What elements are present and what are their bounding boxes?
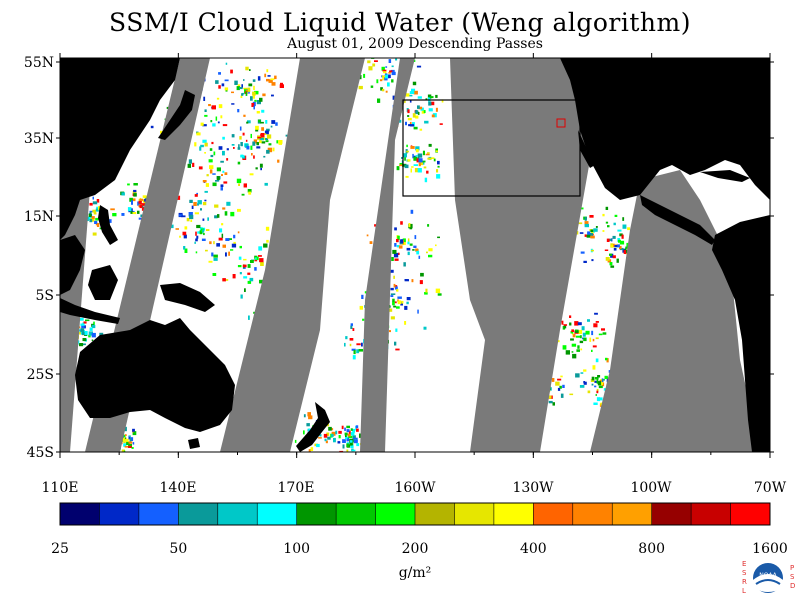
central-america-landmass: [640, 195, 715, 245]
colorbar-swatch: [217, 503, 258, 525]
colorbar-swatch: [257, 503, 298, 525]
indochina-landmass: [60, 235, 85, 295]
logo-noaa-text: NOAA: [759, 572, 777, 579]
caribbean-islands: [700, 170, 750, 182]
baja-landmass: [578, 130, 595, 168]
colorbar-swatch: [296, 503, 337, 525]
south-america-landmass: [712, 215, 770, 452]
indonesia-landmass: [60, 298, 120, 324]
colorbar-swatch: [572, 503, 613, 525]
colorbar-swatch: [691, 503, 732, 525]
colorbar-swatch: [651, 503, 692, 525]
svg-text:S: S: [790, 573, 795, 581]
lat-label: 25S: [27, 367, 54, 383]
australia-landmass: [75, 318, 235, 432]
svg-text:R: R: [742, 578, 747, 586]
svg-text:L: L: [742, 587, 746, 595]
colorbar-swatch: [60, 503, 100, 525]
colorbar-tick-label: 200: [402, 541, 429, 557]
colorbar-swatch: [415, 503, 455, 525]
lat-label: 15N: [24, 209, 54, 225]
colorbar-swatch: [493, 503, 534, 525]
lat-label: 55N: [24, 55, 54, 71]
colorbar-swatch: [730, 503, 771, 525]
colorbar-tick-label: 50: [169, 541, 187, 557]
land-masses: [60, 58, 770, 452]
analysis-region-box: [402, 99, 581, 197]
new-guinea-landmass: [160, 283, 215, 312]
svg-text:D: D: [790, 582, 795, 590]
lon-label: 170E: [278, 480, 315, 496]
philippines-landmass: [98, 205, 118, 245]
colorbar-swatch: [178, 503, 219, 525]
lon-label: 130W: [512, 480, 554, 496]
colorbar-tick-label: 1600: [752, 541, 788, 557]
map-subtitle: August 01, 2009 Descending Passes: [287, 36, 543, 52]
colorbar-swatch: [138, 503, 179, 525]
colorbar-swatch: [454, 503, 495, 525]
lat-label: 35N: [24, 131, 54, 147]
lat-label: 45S: [27, 445, 54, 461]
lon-label: 100W: [630, 480, 672, 496]
colorbar-swatch: [375, 503, 416, 525]
colorbar-swatch: [99, 503, 140, 525]
colorbar-swatch: [336, 503, 377, 525]
colorbar-tick-label: 800: [638, 541, 665, 557]
svg-text:P: P: [790, 564, 794, 572]
svg-text:S: S: [742, 569, 747, 577]
colorbar: 25 50 100 200 400 800 1600: [51, 502, 788, 557]
colorbar-unit: g/m²: [399, 565, 432, 581]
colorbar-swatch: [612, 503, 653, 525]
lon-label: 160W: [394, 480, 436, 496]
svg-text:E: E: [742, 560, 746, 568]
asia-landmass: [60, 58, 180, 240]
location-marker: [556, 118, 566, 128]
lon-label: 140E: [160, 480, 197, 496]
colorbar-swatch: [533, 503, 574, 525]
map-title: SSM/I Cloud Liquid Water (Weng algorithm…: [109, 8, 691, 37]
logo-psd-letters: PSD: [790, 564, 795, 590]
lon-label: 110E: [42, 480, 79, 496]
lon-label: 70W: [754, 480, 787, 496]
new-zealand-landmass: [296, 402, 330, 452]
colorbar-tick-label: 25: [51, 541, 69, 557]
tasmania-landmass: [188, 438, 200, 449]
colorbar-tick-label: 400: [520, 541, 547, 557]
japan-landmass: [158, 90, 195, 140]
colorbar-tick-label: 100: [283, 541, 310, 557]
lat-label: 5S: [36, 288, 55, 304]
north-america-landmass: [560, 58, 770, 200]
borneo-landmass: [88, 265, 118, 300]
